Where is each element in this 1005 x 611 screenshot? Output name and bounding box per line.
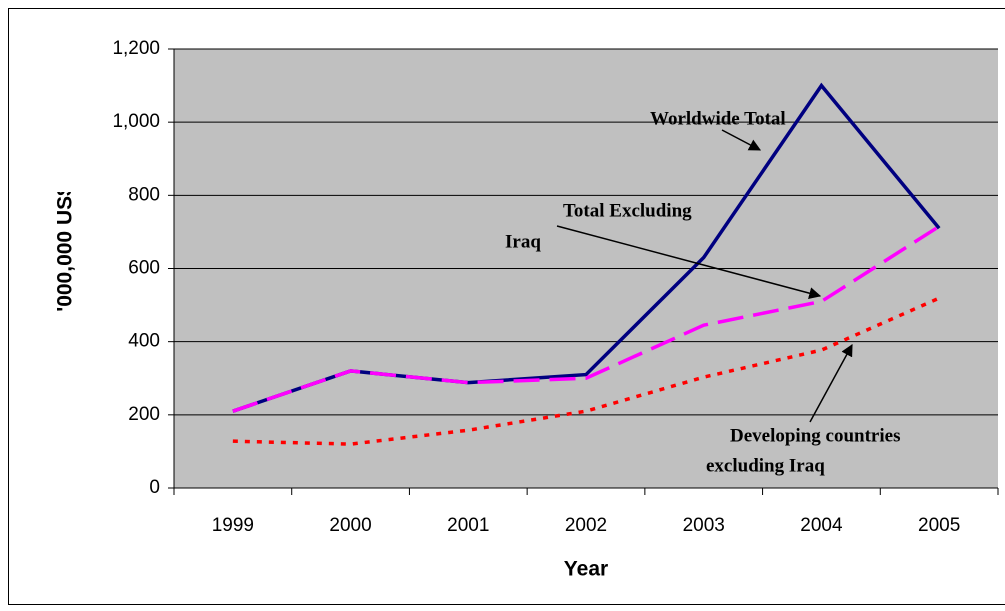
x-tick-label: 2005 [918, 515, 960, 536]
annotation: Total Excluding [563, 200, 692, 221]
annotation-arrow [809, 343, 853, 423]
annotation: excluding Iraq [706, 455, 825, 476]
x-tick-label: 2001 [447, 515, 489, 536]
x-tick-label: 2003 [683, 515, 725, 536]
annotation: Worldwide Total [650, 108, 786, 129]
y-tick-label: 1,200 [112, 38, 160, 59]
x-tick-label: 2002 [565, 515, 607, 536]
x-tick-label: 1999 [212, 515, 254, 536]
y-tick-label: 0 [149, 477, 160, 498]
x-tick-label: 2004 [800, 515, 843, 536]
y-tick-label: 200 [128, 404, 160, 425]
annotation-arrow [721, 129, 762, 151]
annotation: Developing countries [730, 425, 900, 446]
chart-border [8, 8, 1005, 605]
y-tick-label: 400 [128, 331, 160, 352]
y-tick-label: 600 [128, 258, 160, 279]
annotation-arrow [556, 225, 822, 300]
series-line [232, 224, 941, 413]
y-axis-title: '000,000 US$ [54, 184, 77, 312]
x-tick-label: 2000 [329, 515, 371, 536]
y-tick-label: 1,000 [112, 111, 160, 132]
annotation: Iraq [505, 231, 541, 252]
y-tick-label: 800 [128, 184, 160, 205]
x-axis-title: Year [564, 558, 608, 581]
